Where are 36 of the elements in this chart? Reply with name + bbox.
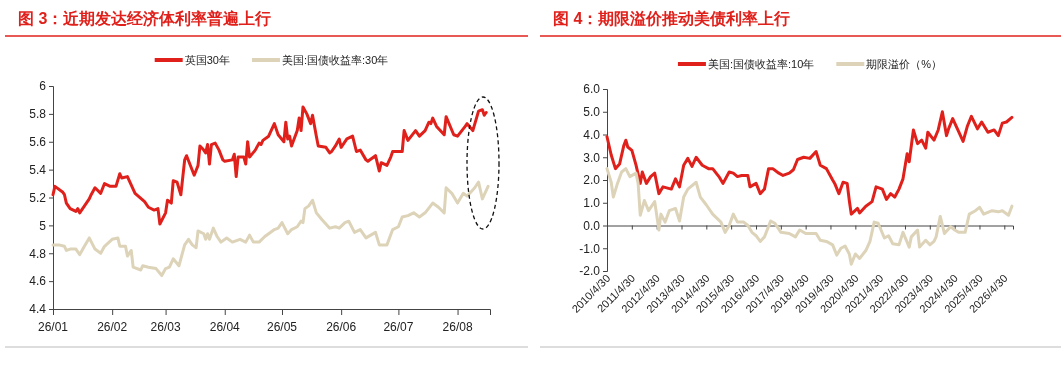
- legend-label: 英国30年: [184, 54, 230, 66]
- y-tick-label: 4.0: [583, 127, 601, 142]
- y-tick-label: 1.0: [583, 196, 601, 211]
- y-tick-label: 5.2: [29, 190, 47, 205]
- line-series: [51, 180, 490, 278]
- y-tick-label: 6.0: [583, 82, 601, 97]
- line-series: [605, 110, 1014, 216]
- line-series: [51, 105, 488, 226]
- y-tick-label: 2.0: [583, 173, 601, 188]
- y-tick-label: -1.0: [579, 241, 601, 256]
- x-tick-label: 26/07: [383, 320, 414, 334]
- y-tick-label: 5.6: [29, 135, 47, 150]
- y-tick-label: 0.0: [583, 218, 601, 233]
- y-tick-label: 4.6: [29, 274, 47, 289]
- y-tick-label: 4.8: [29, 246, 47, 261]
- y-tick-label: 5.4: [29, 162, 47, 177]
- y-tick-label: -2.0: [579, 264, 601, 279]
- y-tick-label: 5.8: [29, 107, 47, 122]
- legend-label: 美国:国债收益率:10年: [707, 58, 815, 70]
- line-series: [605, 167, 1014, 266]
- x-tick-label: 26/04: [209, 320, 241, 334]
- chart-title: 图 4：期限溢价推动美债利率上行: [553, 9, 791, 27]
- legend-label: 期限溢价（%）: [866, 58, 943, 70]
- x-tick-label: 26/05: [266, 320, 298, 334]
- y-tick-label: 6: [39, 79, 47, 94]
- x-tick-label: 26/01: [37, 320, 69, 334]
- y-tick-label: 5: [39, 218, 47, 233]
- y-tick-label: 4.4: [29, 302, 47, 317]
- x-tick-label: 26/03: [150, 320, 181, 334]
- chart-title: 图 3：近期发达经济体利率普遍上行: [18, 9, 272, 27]
- x-tick-label: 26/02: [97, 320, 128, 334]
- legend-label: 美国:国债收益率:30年: [281, 54, 389, 66]
- y-tick-label: 3.0: [583, 150, 601, 165]
- x-tick-label: 26/06: [326, 320, 357, 334]
- y-tick-label: 5.0: [583, 105, 601, 120]
- x-tick-label: 26/08: [442, 320, 473, 334]
